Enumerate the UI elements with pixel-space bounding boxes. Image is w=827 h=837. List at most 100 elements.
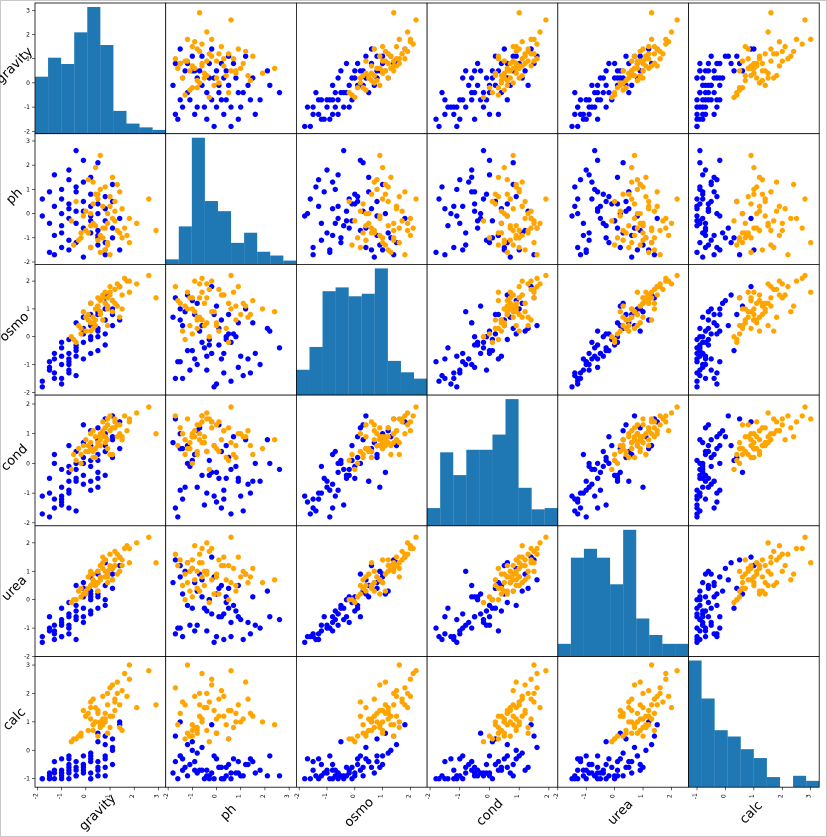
y-axis-label-cond: cond [0,442,31,475]
point-osmo-calc-21 [708,356,714,362]
point-urea-gravity-23 [109,585,116,591]
point-cond-calc-38 [694,487,700,493]
point-urea-ph-86 [230,565,237,572]
x-tick-label-urea-0: 0 [610,794,617,798]
point-ph-urea-45 [600,220,606,226]
point-osmo-ph-38 [221,350,227,357]
point-calc-cond-113 [507,719,513,725]
point-osmo-calc-102 [736,331,743,337]
point-calc-urea-26 [594,770,601,776]
point-cond-urea-99 [674,404,680,410]
point-urea-cond-113 [507,574,513,580]
point-osmo-calc-86 [745,289,751,295]
point-urea-gravity-48 [102,597,108,603]
point-ph-osmo-90 [391,237,397,243]
point-cond-gravity-10 [80,472,87,478]
point-cond-urea-102 [614,460,621,467]
point-cond-ph-102 [189,460,195,467]
point-calc-osmo-114 [371,696,377,702]
point-calc-cond-67 [480,739,487,745]
point-calc-cond-102 [486,733,493,739]
point-calc-ph-117 [204,690,210,697]
point-gravity-ph-113 [199,60,205,67]
point-calc-urea-90 [640,733,646,739]
point-ph-osmo-23 [374,198,380,205]
point-cond-urea-28 [609,442,615,449]
panel-bg-ph-osmo [296,133,428,265]
point-gravity-ph-69 [247,77,254,84]
point-cond-gravity-12 [88,463,94,470]
point-osmo-cond-2 [451,370,457,376]
point-urea-ph-95 [194,585,200,591]
point-calc-ph-34 [209,722,215,728]
hist-bar-osmo-0 [296,369,310,396]
x-tick-label-gravity-1: 1 [105,794,112,798]
point-ph-calc-105 [759,191,766,197]
hist-bar-urea-0 [557,643,571,657]
point-gravity-cond-91 [537,29,543,35]
point-ph-cond-75 [498,220,505,226]
point-ph-osmo-105 [382,191,389,197]
point-cond-calc-64 [779,422,785,428]
point-gravity-osmo-72 [360,85,366,91]
point-gravity-calc-26 [700,116,706,122]
y-tick-label-ph-2: 2 [26,162,30,169]
point-ph-osmo-91 [404,220,411,226]
point-calc-urea-88 [648,716,655,722]
hist-bar-gravity-8 [139,127,153,134]
point-gravity-ph-34 [209,46,215,52]
point-gravity-ph-105 [233,68,239,74]
point-gravity-cond-33 [439,89,445,96]
point-ph-urea-74 [648,239,655,246]
point-cond-osmo-40 [302,493,308,499]
point-ph-cond-85 [516,244,522,251]
point-gravity-osmo-109 [377,65,383,72]
point-calc-ph-54 [179,767,186,773]
point-ph-osmo-3 [324,230,330,236]
point-ph-osmo-116 [357,208,364,214]
point-osmo-cond-106 [534,283,540,290]
point-urea-calc-9 [708,605,714,611]
point-gravity-ph-46 [177,46,183,52]
point-gravity-osmo-87 [377,82,383,89]
point-calc-gravity-117 [104,690,111,697]
point-gravity-ph-101 [250,53,256,59]
point-ph-gravity-7 [73,208,79,214]
point-gravity-calc-45 [702,89,709,96]
point-cond-osmo-101 [388,451,394,458]
point-cond-urea-45 [600,448,606,455]
point-osmo-gravity-10 [80,339,87,345]
point-urea-gravity-33 [73,636,79,643]
point-urea-calc-10 [702,594,709,600]
point-osmo-cond-105 [504,303,510,309]
point-calc-osmo-38 [335,776,341,782]
point-calc-ph-58 [252,770,258,776]
point-ph-osmo-97 [399,218,405,224]
point-calc-cond-68 [534,670,540,677]
point-ph-urea-33 [572,184,578,190]
point-calc-osmo-13 [374,758,380,765]
point-urea-ph-18 [172,631,179,637]
point-gravity-cond-101 [495,53,502,59]
point-urea-calc-83 [776,543,783,549]
hist-bar-ph-0 [165,259,179,265]
point-urea-cond-26 [471,614,478,620]
point-osmo-urea-114 [629,314,635,320]
point-ph-gravity-103 [100,203,106,209]
point-ph-cond-91 [537,220,543,226]
point-ph-urea-116 [617,208,623,214]
point-osmo-calc-58 [700,350,706,357]
point-osmo-ph-112 [225,300,232,306]
point-urea-ph-74 [184,560,191,566]
point-urea-osmo-107 [366,571,372,577]
point-cond-osmo-80 [402,431,408,437]
point-gravity-ph-111 [182,92,188,98]
point-gravity-ph-115 [189,43,195,50]
panel-bg-cond-calc [688,395,820,526]
point-urea-osmo-114 [371,579,377,586]
hist-bar-calc-1 [701,698,715,788]
y-tick-label-ph-1: 1 [26,186,30,193]
point-ph-calc-114 [773,179,780,185]
point-ph-calc-56 [694,206,700,212]
point-ph-cond-116 [498,208,505,214]
